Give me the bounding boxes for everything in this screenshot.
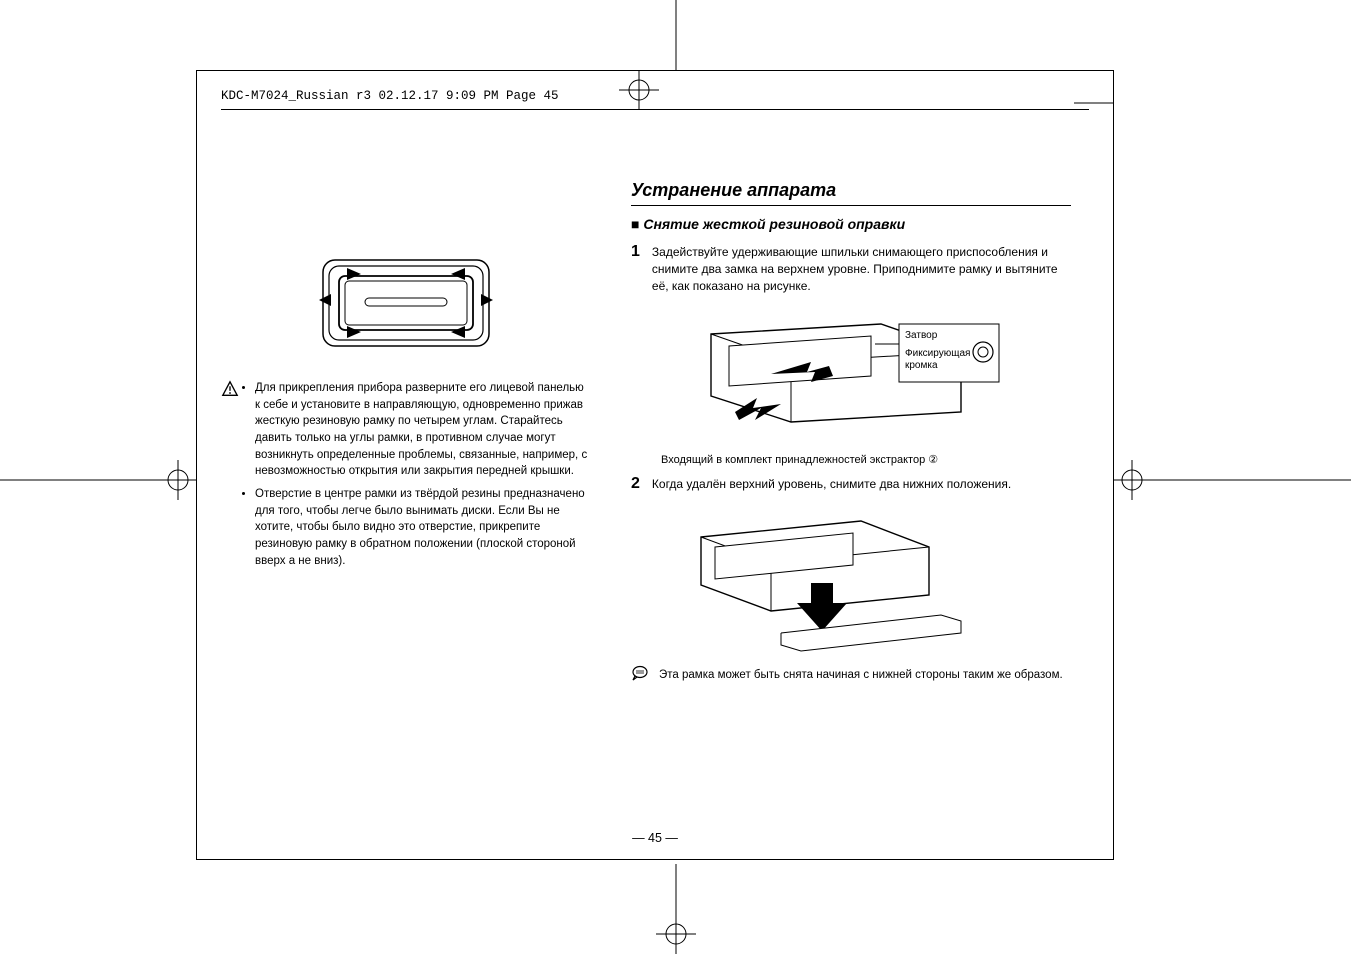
note-item: Для прикрепления прибора разверните его … bbox=[255, 380, 591, 480]
crop-mark-top-right bbox=[1074, 83, 1114, 123]
crop-mark-right bbox=[1114, 460, 1351, 500]
warning-icon bbox=[221, 380, 243, 575]
figure-caption-extractor: Входящий в комплект принадлежностей экст… bbox=[661, 453, 1001, 468]
tip-icon bbox=[631, 664, 649, 688]
step-text: Задействуйте удерживающие шпильки снимаю… bbox=[652, 244, 1071, 294]
section-title: Устранение аппарата bbox=[631, 180, 1071, 206]
warning-notes: Для прикрепления прибора разверните его … bbox=[221, 380, 591, 575]
left-column: Для прикрепления прибора разверните его … bbox=[221, 180, 591, 688]
figure-remove-bottom bbox=[661, 503, 1001, 656]
tip-note: Эта рамка может быть снята начиная с ниж… bbox=[631, 664, 1071, 688]
svg-text:Затвор: Затвор bbox=[905, 330, 938, 341]
step-number: 1 bbox=[631, 244, 640, 294]
step-2: 2 Когда удалён верхний уровень, снимите … bbox=[631, 476, 1071, 493]
subsection-title: Снятие жесткой резиновой оправки bbox=[631, 216, 1071, 232]
crop-mark-bottom bbox=[656, 864, 696, 954]
figure-faceplate bbox=[317, 250, 495, 360]
crop-mark-inner-top bbox=[619, 70, 659, 110]
crop-mark-top bbox=[656, 0, 696, 70]
step-number: 2 bbox=[631, 476, 640, 493]
svg-text:кромка: кромка bbox=[905, 360, 938, 371]
step-text: Когда удалён верхний уровень, снимите дв… bbox=[652, 476, 1011, 493]
svg-text:Фиксирующая: Фиксирующая bbox=[905, 348, 970, 359]
figure-remove-top: Затвор Фиксирующая кромка Входящий в ком… bbox=[661, 304, 1001, 468]
step-1: 1 Задействуйте удерживающие шпильки сним… bbox=[631, 244, 1071, 294]
crop-mark-left bbox=[0, 460, 196, 500]
tip-text: Эта рамка может быть снята начиная с ниж… bbox=[659, 668, 1063, 684]
note-item: Отверстие в центре рамки из твёрдой рези… bbox=[255, 486, 591, 569]
page-number: — 45 — bbox=[632, 831, 678, 845]
page-frame: KDC-M7024_Russian r3 02.12.17 9:09 PM Pa… bbox=[196, 70, 1114, 860]
right-column: Устранение аппарата Снятие жесткой резин… bbox=[631, 180, 1071, 688]
